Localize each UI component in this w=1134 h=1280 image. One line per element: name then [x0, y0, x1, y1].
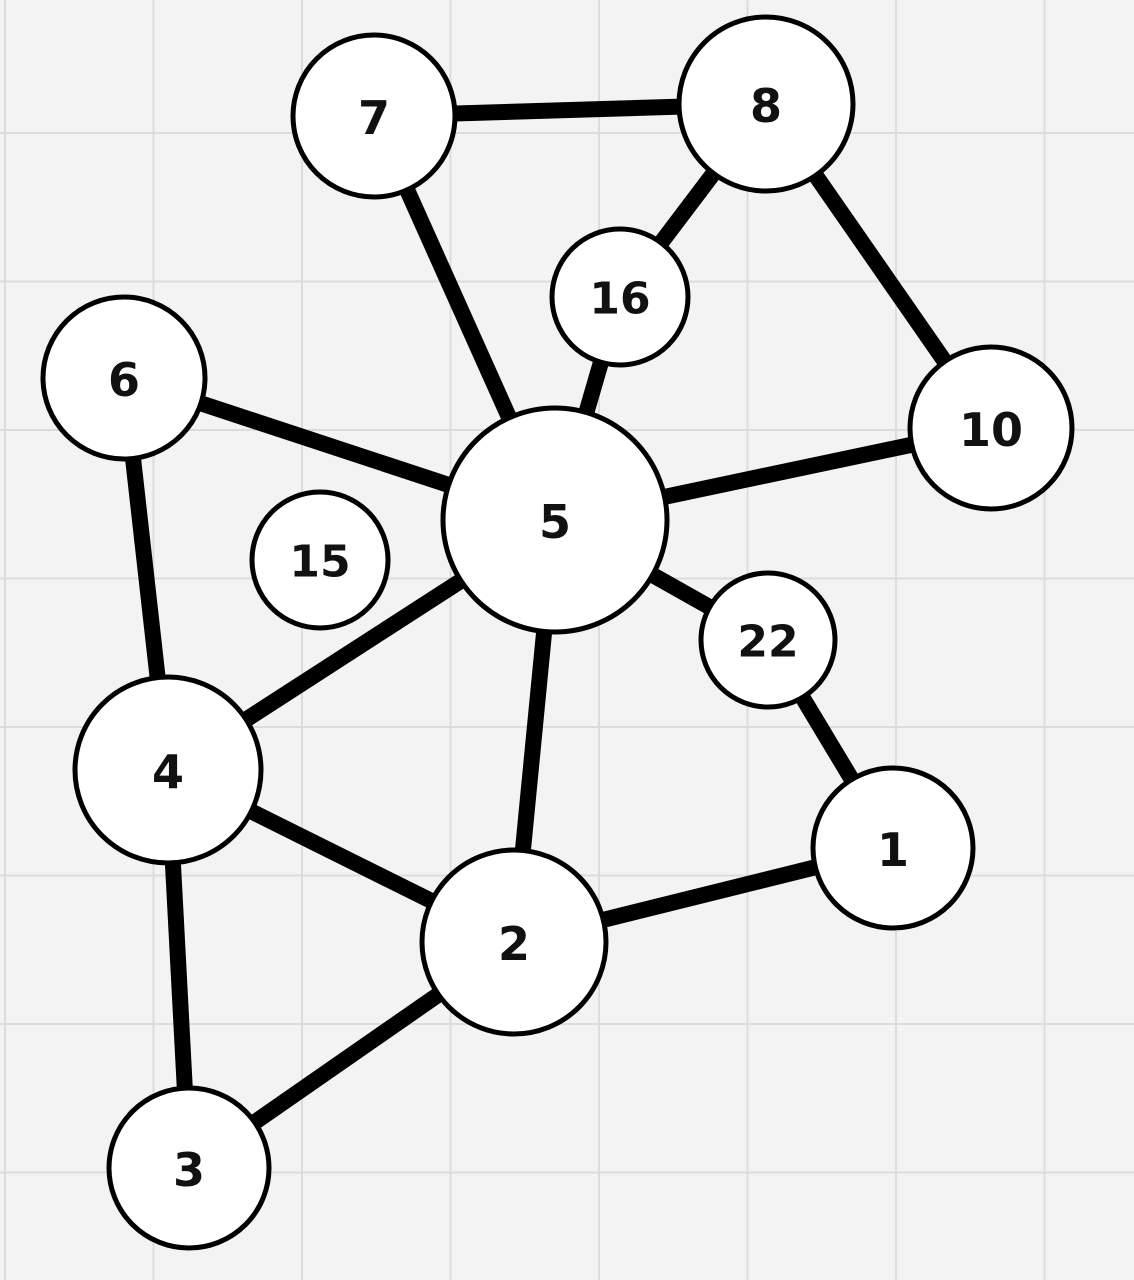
node-circle — [72, 674, 264, 866]
node-6: 6 — [40, 294, 208, 462]
node-5: 5 — [440, 405, 670, 635]
node-3: 3 — [106, 1085, 272, 1251]
node-circle — [907, 344, 1075, 512]
node-label: 2 — [498, 917, 530, 971]
node-8: 8 — [676, 14, 856, 194]
graph-nodes: 1 2 3 4 5 6 7 8 10 15 16 22 — [40, 14, 1075, 1251]
node-15: 15 — [249, 489, 391, 631]
node-16: 16 — [549, 226, 691, 368]
node-label: 16 — [589, 274, 650, 325]
node-circle — [810, 765, 976, 931]
node-circle — [40, 294, 208, 462]
node-2: 2 — [419, 847, 609, 1037]
node-7: 7 — [290, 32, 458, 200]
node-circle — [419, 847, 609, 1037]
node-label: 7 — [358, 91, 390, 145]
node-circle — [290, 32, 458, 200]
node-22: 22 — [698, 570, 838, 710]
node-circle — [676, 14, 856, 194]
node-label: 22 — [737, 617, 798, 668]
node-circle — [106, 1085, 272, 1251]
node-circle — [440, 405, 670, 635]
node-label: 8 — [750, 79, 782, 133]
node-label: 10 — [959, 403, 1023, 457]
node-circle — [549, 226, 691, 368]
node-label: 15 — [289, 537, 350, 588]
node-label: 3 — [173, 1143, 205, 1197]
node-circle — [698, 570, 838, 710]
node-label: 4 — [152, 745, 184, 799]
node-10: 10 — [907, 344, 1075, 512]
node-circle — [249, 489, 391, 631]
node-label: 5 — [539, 495, 571, 549]
node-label: 1 — [877, 823, 909, 877]
node-4: 4 — [72, 674, 264, 866]
node-1: 1 — [810, 765, 976, 931]
node-label: 6 — [108, 353, 140, 407]
